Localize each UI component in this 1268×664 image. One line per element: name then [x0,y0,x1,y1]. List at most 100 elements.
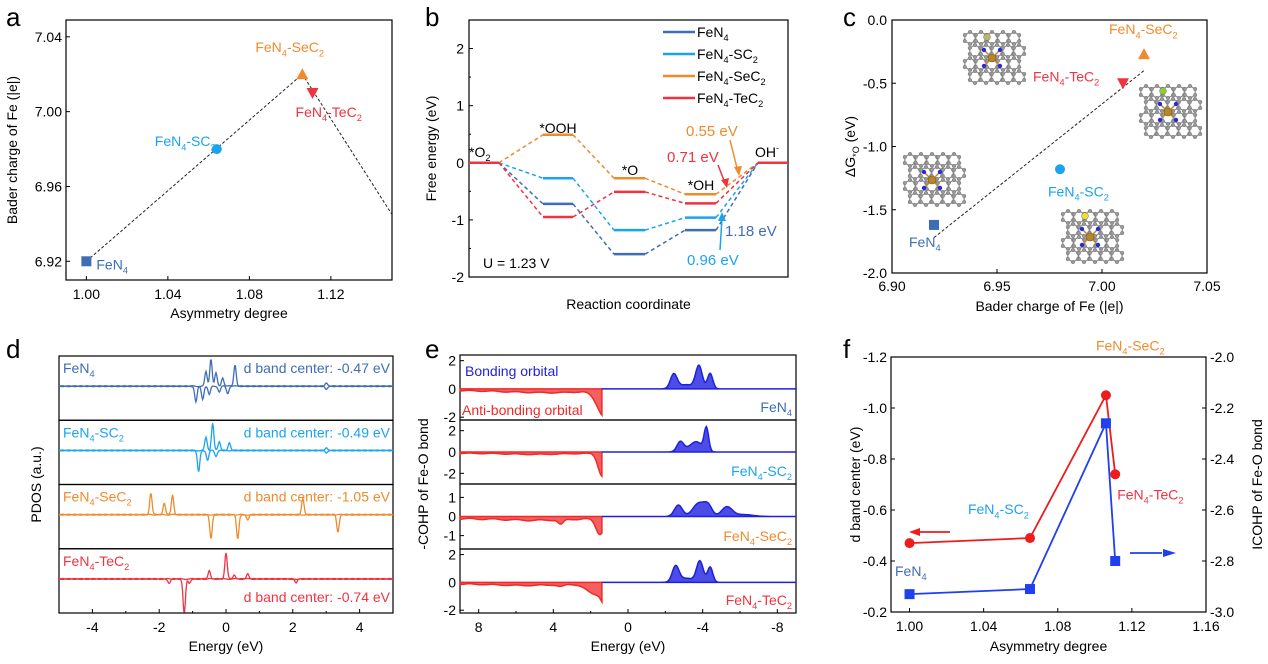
antibonding-area-FeN4-TeC2 [459,581,603,605]
carbon-atom [940,173,945,178]
energy-connector-FeN4-TeC2 [644,191,686,205]
pdos-spin-down-FeN4 [58,385,394,405]
carbon-atom [995,39,1000,44]
carbon-atom [1001,42,1006,47]
carbon-atom [913,202,918,207]
y-tick-label: -1.5 [863,202,887,218]
carbon-atom [1182,86,1187,91]
nitrogen-atom [937,169,943,175]
carbon-atom [1065,220,1070,225]
carbon-atom [952,163,957,168]
carbon-atom [902,154,907,159]
carbon-atom [951,193,956,198]
carbon-atom [1154,131,1159,136]
carbon-atom [1154,105,1159,110]
x-tick-label: 7.05 [1193,278,1220,294]
carbon-atom [962,33,967,38]
carbon-atom [913,160,918,165]
step-label-OOH: *OOH [539,120,576,136]
carbon-atom [979,30,984,35]
carbon-atom [962,173,967,178]
carbon-atom [1154,83,1159,88]
carbon-atom [1143,105,1148,110]
pdos-label-FeN4-SeC2: FeN4-SeC2 [63,489,132,508]
carbon-atom [957,180,962,185]
carbon-atom [1060,237,1065,242]
carbon-atom [941,151,946,156]
carbon-atom [979,42,984,47]
carbon-atom [1098,250,1103,255]
carbon-atom [1109,250,1114,255]
panel-label-b: b [425,2,439,32]
carbon-atom [941,189,946,194]
carbon-atom [1198,131,1203,136]
carbon-atom [913,154,918,159]
y-tick-label: 0 [448,381,456,397]
nitrogen-atom [1157,101,1163,107]
nitrogen-atom [981,63,987,69]
carbon-atom [1138,92,1143,97]
carbon-atom [973,39,978,44]
carbon-atom [1143,109,1148,114]
carbon-atom [1017,33,1022,38]
carbon-atom [978,77,983,82]
energy-connector-FeN4-SeC2 [715,162,759,195]
x-tick-label: 2 [289,619,297,635]
y-tick-label: 7.00 [35,104,62,120]
cohp-label-FeN4: FeN4 [760,399,792,418]
carbon-atom [1120,224,1125,229]
carbon-atom [962,167,967,172]
carbon-atom [1017,39,1022,44]
arrow-SC2 [719,217,723,251]
carbon-atom [1170,122,1175,127]
legend-antibonding-orbital: Anti-bonding orbital [462,402,583,418]
carbon-atom [968,30,973,35]
bonding-area-FeN4-SC2 [601,424,796,453]
carbon-atom [1114,233,1119,238]
carbon-atom [1198,125,1203,130]
carbon-atom [1092,260,1097,265]
energy-connector-FeN4-SeC2 [644,177,686,195]
carbon-atom [1098,230,1103,235]
point-label-FeN4-TeC2: FeN4-TeC2 [1033,68,1099,87]
carbon-atom [1017,64,1022,69]
carbon-atom [968,56,973,61]
nitrogen-atom [1095,242,1101,248]
point-label-FeN4-SC2: FeN4-SC2 [1048,183,1109,202]
carbon-atom [913,180,918,185]
panel-label-c: c [843,2,856,32]
carbon-atom [1103,260,1108,265]
y-tick-label: -1 [452,212,465,228]
carbon-atom [1109,246,1114,251]
carbon-atom [995,68,1000,73]
carbon-atom [1149,92,1154,97]
nitrogen-atom [997,47,1003,53]
icohp-line [909,422,1117,596]
pdos-label-FeN4: FeN4 [63,360,95,379]
carbon-atom [979,56,984,61]
iron-atom [1163,107,1173,117]
overpotential-SC2: 0.96 eV [687,252,739,269]
x-tick-label: 1.00 [73,286,100,302]
cohp-label-FeN4-SeC2: FeN4-SeC2 [723,528,792,547]
carbon-atom [1182,112,1187,117]
carbon-atom [1070,247,1075,252]
carbon-atom [1065,246,1070,251]
dband-center-FeN4-SC2: d band center: -0.49 eV [244,424,391,440]
carbon-atom [952,177,957,182]
carbon-atom [984,55,989,60]
panel-label-d: d [6,334,20,364]
carbon-atom [1165,131,1170,136]
carbon-atom [957,186,962,191]
carbon-atom [1171,92,1176,97]
carbon-atom [1060,217,1065,222]
carbon-atom [913,186,918,191]
nitrogen-atom [997,63,1003,69]
carbon-atom [979,67,984,72]
carbon-atom [990,67,995,72]
x-axis-label: Energy (eV) [189,638,264,654]
carbon-atom [1060,243,1065,248]
carbon-atom [1193,112,1198,117]
panel-c-deltaG-vs-bader: 6.90 6.95 7.00 7.05 -2.0 -1.5 -1.0 -0.5 0.0 Bader… [842,12,1221,314]
carbon-atom [1103,233,1108,238]
